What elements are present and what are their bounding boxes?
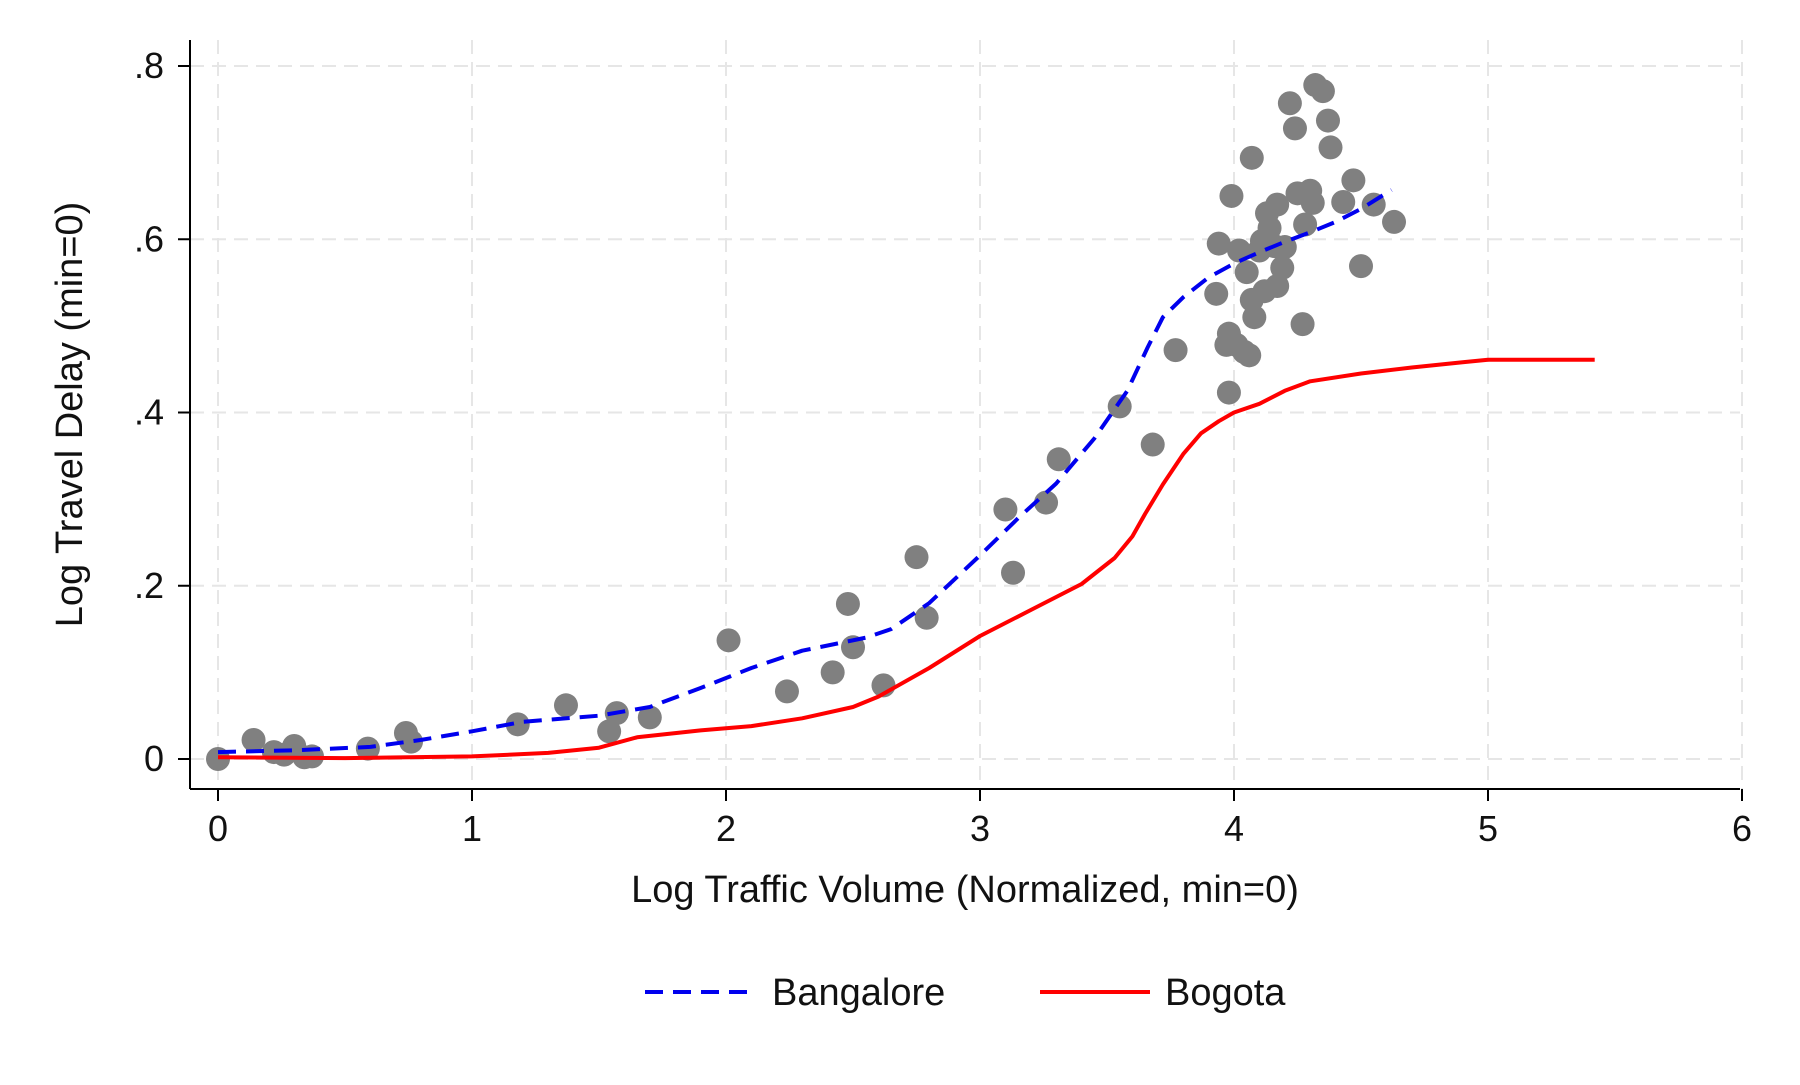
x-tick-label: 2 — [716, 808, 736, 849]
scatter-point — [835, 591, 860, 616]
x-tick-label: 5 — [1478, 808, 1498, 849]
x-tick-label: 6 — [1732, 808, 1752, 849]
scatter-point — [1242, 305, 1267, 330]
scatter-point — [1257, 215, 1282, 240]
scatter-point — [774, 679, 799, 704]
scatter-point — [1341, 168, 1366, 193]
series-lines — [217, 188, 1595, 761]
scatter-point — [914, 605, 939, 630]
scatter-point — [841, 635, 865, 660]
scatter-point — [1001, 560, 1026, 585]
scatter-point — [1300, 190, 1325, 215]
scatter-point — [1206, 231, 1231, 256]
x-tick-label: 4 — [1224, 808, 1244, 849]
scatter-point — [1315, 108, 1340, 133]
scatter-point — [1318, 135, 1343, 160]
y-tick-label: .6 — [134, 218, 164, 259]
scatter-point — [820, 660, 845, 685]
y-tick-label: .2 — [134, 565, 164, 606]
scatter-point — [1140, 432, 1165, 457]
scatter-point — [637, 705, 662, 730]
scatter-point — [1107, 394, 1132, 419]
scatter-point — [1163, 338, 1188, 363]
y-tick-label: .8 — [134, 45, 164, 86]
scatter-point — [1349, 254, 1373, 279]
scatter-point — [993, 497, 1018, 522]
scatter-point — [241, 727, 266, 752]
legend-label-bangalore: Bangalore — [772, 972, 945, 1014]
scatter-point — [716, 628, 741, 653]
scatter-point — [1046, 447, 1071, 472]
scatter-point — [1216, 380, 1241, 405]
scatter-point — [597, 719, 622, 744]
axes — [189, 40, 1740, 790]
scatter-point — [1293, 212, 1318, 237]
scatter-point — [1265, 274, 1290, 299]
x-axis-title: Log Traffic Volume (Normalized, min=0) — [631, 869, 1299, 911]
legend: Bangalore Bogota — [645, 972, 1286, 1014]
scatter-point — [1282, 116, 1307, 141]
legend-label-bogota: Bogota — [1165, 972, 1286, 1014]
scatter-point — [1034, 490, 1059, 515]
scatter-point — [904, 545, 929, 570]
scatter-point — [1270, 255, 1295, 280]
y-tick-label: .4 — [134, 392, 164, 433]
scatter-point — [553, 693, 578, 718]
x-tick-label: 3 — [970, 808, 990, 849]
series-line-bangalore — [217, 188, 1393, 755]
scatter-point — [1382, 209, 1407, 234]
scatter-point — [505, 712, 530, 737]
scatter-point — [1234, 260, 1259, 285]
scatter-point — [1277, 91, 1302, 116]
scatter-point — [1290, 312, 1315, 337]
gridlines — [190, 40, 1743, 789]
scatter-point — [1310, 79, 1335, 104]
x-tick-label: 0 — [208, 808, 228, 849]
ticks: 0 1 2 3 4 5 6 0 .2 .4 .6 .8 — [134, 45, 1752, 849]
scatter-point — [1272, 235, 1297, 260]
scatter-point — [1204, 281, 1229, 306]
y-tick-label: 0 — [144, 738, 164, 779]
scatter-point — [1219, 183, 1244, 208]
scatter-point — [1331, 190, 1356, 215]
series-line-bogota — [217, 357, 1595, 761]
scatter-point — [1265, 192, 1290, 217]
x-tick-label: 1 — [462, 808, 482, 849]
scatter-point — [1239, 145, 1264, 170]
scatter-point — [1237, 343, 1262, 368]
y-axis-title: Log Travel Delay (min=0) — [49, 202, 91, 628]
scatter-points — [206, 73, 1407, 771]
scatter-point — [399, 729, 424, 754]
